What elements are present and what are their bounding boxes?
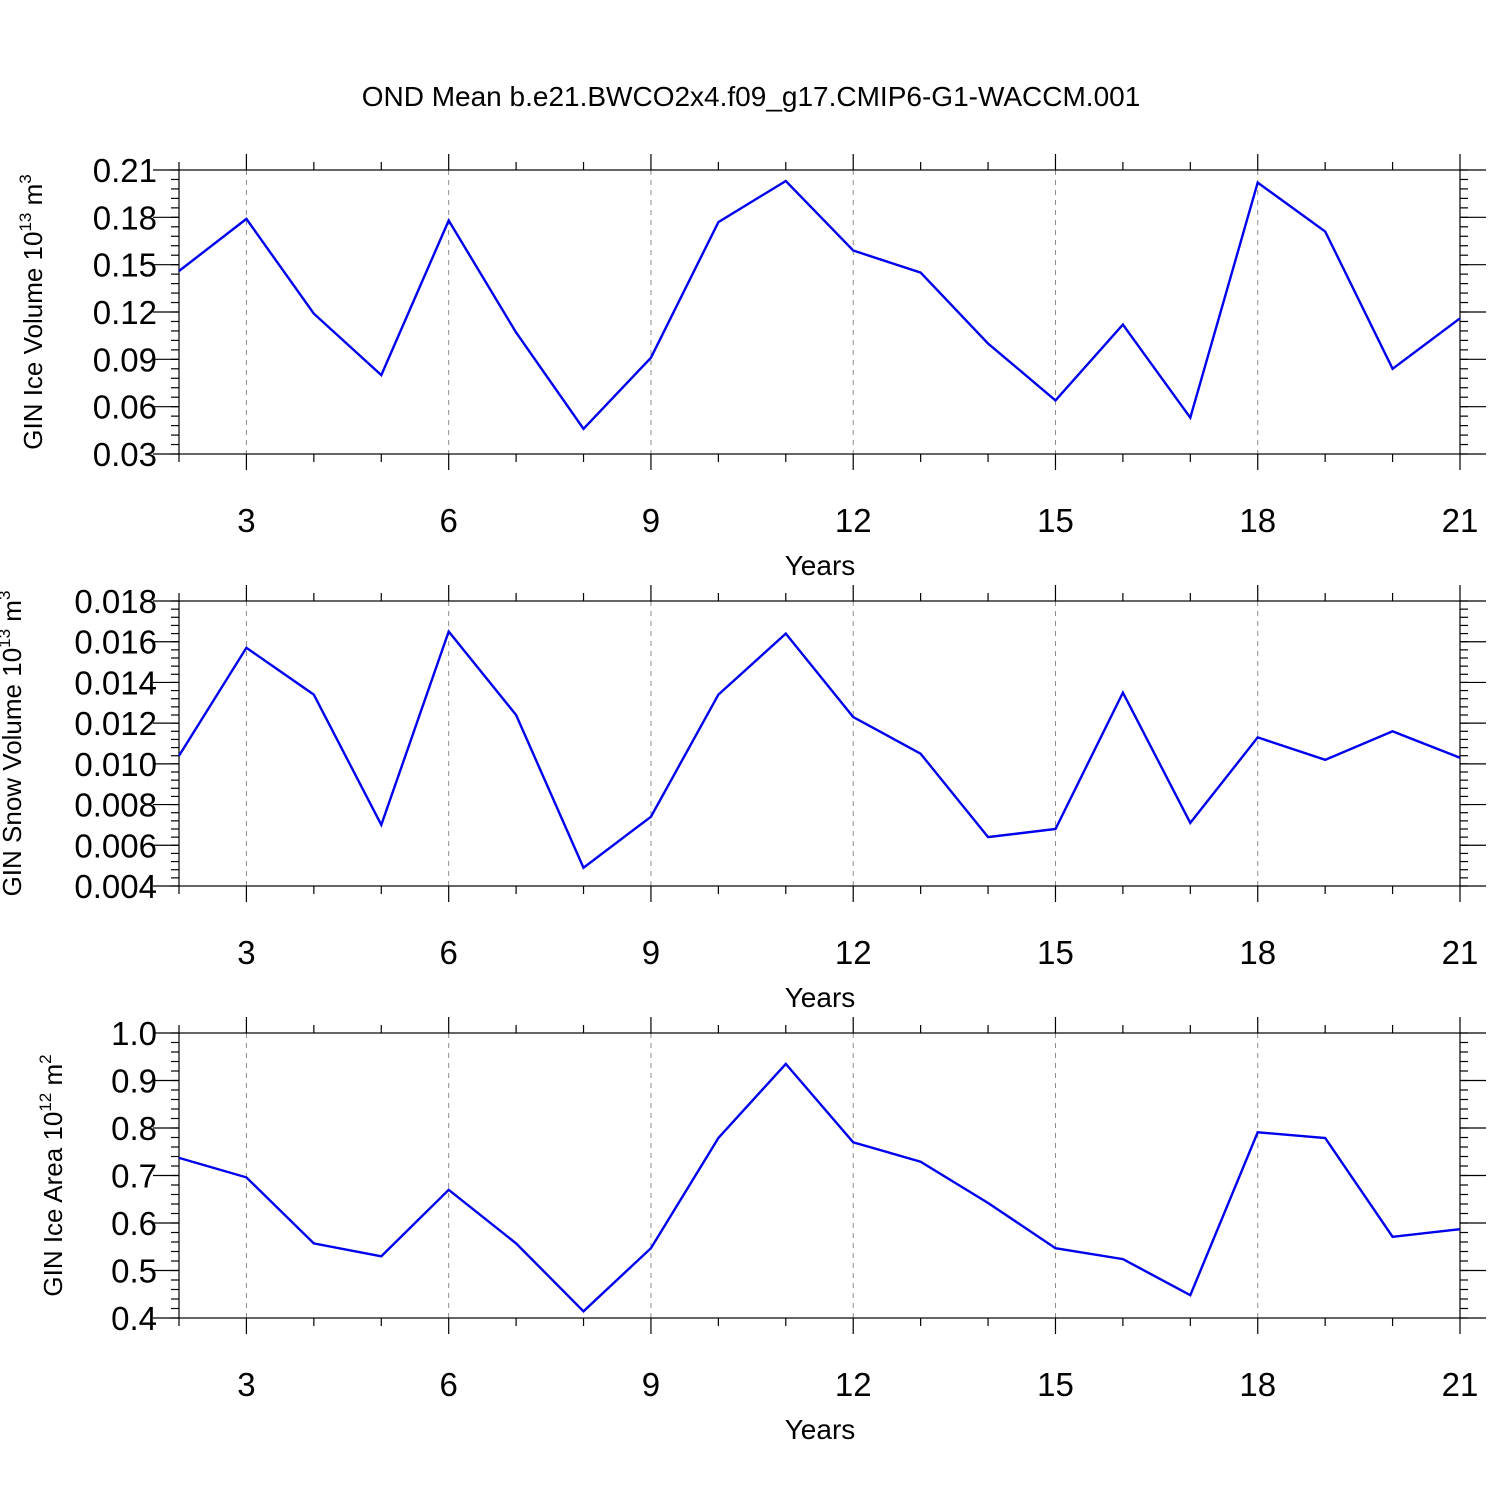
y-tick-label: 0.4 [111, 1300, 157, 1337]
y-tick-label: 1.0 [111, 1015, 157, 1052]
x-tick-label: 21 [1442, 1366, 1479, 1403]
y-axis-label-unit: m [0, 600, 27, 629]
x-axis-label: Years [785, 550, 856, 581]
x-tick-label: 3 [237, 934, 255, 971]
y-axis-label: GIN Ice Volume 1013 m3 [16, 174, 48, 450]
y-tick-label: 0.010 [74, 746, 157, 783]
x-tick-label: 18 [1239, 1366, 1276, 1403]
series-line [178, 179, 1461, 431]
y-tick-label: 0.5 [111, 1253, 157, 1290]
x-tick-label: 9 [642, 502, 660, 539]
x-tick-label: 6 [440, 502, 458, 539]
y-tick-label: 0.018 [74, 583, 157, 620]
y-tick-label: 0.09 [93, 341, 157, 378]
y-tick-label: 0.06 [93, 389, 157, 426]
x-tick-label: 15 [1037, 502, 1074, 539]
y-axis-label: GIN Snow Volume 1013 m3 [0, 591, 27, 897]
y-axis-label-exponent: 13 [16, 213, 35, 232]
y-axis-label-main: GIN Snow Volume 10 [0, 648, 27, 897]
y-axis-label: GIN Ice Area 1012 m2 [36, 1054, 68, 1296]
x-tick-label: 9 [642, 1366, 660, 1403]
y-tick-label: 0.014 [74, 664, 157, 701]
x-axis-label: Years [785, 982, 856, 1013]
x-tick-label: 18 [1239, 934, 1276, 971]
y-tick-label: 0.7 [111, 1158, 157, 1195]
panel-3: 3 6 9 12 15 18 21 0.4 0.5 0.6 0.7 0.8 0.9 1.0 Years GIN… [36, 1015, 1486, 1445]
y-axis-label-unit: m [38, 1064, 68, 1093]
y-tick-label: 0.18 [93, 199, 157, 236]
figure-title: OND Mean b.e21.BWCO2x4.f09_g17.CMIP6-G1-… [362, 81, 1141, 112]
x-tick-label: 12 [835, 934, 872, 971]
y-axis-label-main: GIN Ice Volume 10 [18, 232, 48, 450]
y-axis-label-exponent: 13 [0, 629, 14, 648]
y-tick-label: 0.016 [74, 624, 157, 661]
x-tick-label: 12 [835, 1366, 872, 1403]
y-tick-label: 0.004 [74, 868, 157, 905]
y-axis-label-unit: m [18, 184, 48, 213]
y-axis-label-unit-exponent: 3 [0, 591, 14, 600]
y-tick-label: 0.8 [111, 1110, 157, 1147]
plot-frame [178, 1032, 1461, 1319]
x-tick-label: 6 [440, 1366, 458, 1403]
x-tick-label: 21 [1442, 502, 1479, 539]
x-axis-label: Years [785, 1414, 856, 1445]
x-tick-label: 3 [237, 502, 255, 539]
x-tick-label: 12 [835, 502, 872, 539]
y-tick-label: 0.9 [111, 1063, 157, 1100]
y-axis-label-exponent: 12 [36, 1093, 55, 1112]
x-tick-label: 21 [1442, 934, 1479, 971]
x-tick-label: 18 [1239, 502, 1276, 539]
x-tick-label: 15 [1037, 934, 1074, 971]
y-axis-label-unit-exponent: 2 [36, 1054, 55, 1063]
y-tick-label: 0.15 [93, 247, 157, 284]
y-tick-label: 0.03 [93, 436, 157, 473]
x-tick-label: 9 [642, 934, 660, 971]
panels: 3 6 9 12 15 18 21 0.03 0.06 0.09 0.12 0.15 0.18 0.21 Y… [0, 152, 1486, 1445]
y-tick-label: 0.012 [74, 705, 157, 742]
y-axis-label-main: GIN Ice Area 10 [38, 1112, 68, 1297]
series-line [178, 1062, 1461, 1313]
y-tick-label: 0.12 [93, 294, 157, 331]
y-axis-label-unit-exponent: 3 [16, 174, 35, 183]
plot-frame [178, 600, 1461, 887]
y-tick-label: 0.006 [74, 827, 157, 864]
x-tick-label: 15 [1037, 1366, 1074, 1403]
y-tick-label: 0.21 [93, 152, 157, 189]
y-tick-label: 0.008 [74, 787, 157, 824]
plot-frame [178, 169, 1461, 455]
x-tick-label: 6 [440, 934, 458, 971]
x-tick-label: 3 [237, 1366, 255, 1403]
y-tick-label: 0.6 [111, 1205, 157, 1242]
panel-1: 3 6 9 12 15 18 21 0.03 0.06 0.09 0.12 0.15 0.18 0.21 Y… [16, 152, 1486, 581]
series-line [177, 629, 1461, 870]
